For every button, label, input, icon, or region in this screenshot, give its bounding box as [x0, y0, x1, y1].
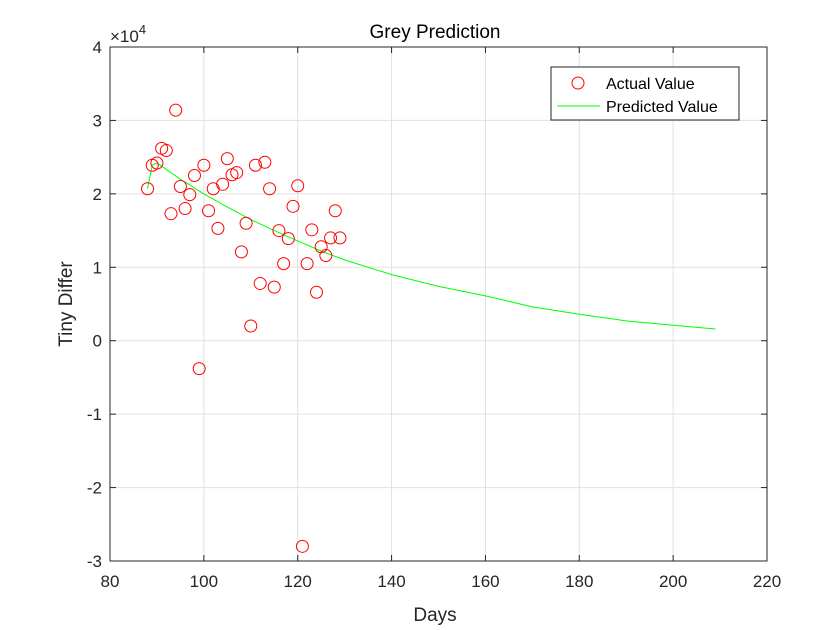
x-tick-label: 100	[190, 572, 218, 591]
actual-value-point	[319, 249, 333, 263]
actual-value-point	[197, 158, 211, 172]
legend-actual-label: Actual Value	[606, 76, 695, 93]
actual-value-point	[178, 202, 192, 216]
actual-value-point	[248, 158, 262, 172]
actual-value-point	[263, 182, 277, 196]
x-tick-label: 200	[659, 572, 687, 591]
actual-value-point	[309, 285, 323, 299]
actual-value-point	[300, 257, 314, 271]
y-tick-label: 2	[93, 185, 102, 204]
actual-value-point	[267, 280, 281, 294]
actual-value-point	[211, 221, 225, 235]
x-tick-label: 220	[753, 572, 781, 591]
actual-value-point	[202, 204, 216, 218]
actual-value-point	[291, 179, 305, 193]
actual-value-point	[169, 103, 183, 117]
actual-value-point	[150, 156, 164, 170]
actual-value-point	[164, 207, 178, 221]
actual-value-point	[220, 152, 234, 166]
actual-value-point	[183, 188, 197, 202]
actual-value-point	[305, 223, 319, 237]
x-tick-label: 180	[565, 572, 593, 591]
y-tick-label: 4	[93, 38, 102, 57]
actual-value-point	[295, 539, 309, 553]
x-tick-label: 80	[101, 572, 120, 591]
y-tick-label: -3	[87, 552, 102, 571]
x-tick-label: 140	[377, 572, 405, 591]
actual-value-point	[173, 180, 187, 194]
actual-value-point	[187, 169, 201, 182]
y-axis-title: Tiny Differ	[56, 261, 77, 347]
actual-value-point	[192, 362, 206, 376]
actual-value-point	[328, 204, 342, 218]
x-tick-label: 160	[471, 572, 499, 591]
actual-value-point	[239, 216, 253, 230]
legend: Actual Value Predicted Value	[550, 66, 740, 121]
axis-ticks: 80 100 120 140 160 180 200 220 -3 -2 -1 0 1 2 3 4	[87, 38, 781, 591]
y-exponent-text: 4	[139, 22, 146, 37]
y-tick-label: 1	[93, 258, 102, 277]
legend-predicted-label: Predicted Value	[606, 99, 718, 116]
y-tick-label: 3	[93, 111, 102, 130]
actual-value-point	[159, 144, 173, 158]
actual-value-point	[258, 155, 272, 169]
actual-value-point	[216, 177, 230, 191]
actual-value-point	[244, 319, 258, 333]
chart-title: Grey Prediction	[370, 22, 501, 43]
actual-value-point	[314, 240, 328, 254]
actual-value-point	[253, 276, 267, 290]
actual-value-point	[141, 182, 155, 196]
actual-value-point	[281, 232, 295, 246]
y-axis-exponent-label: ×104	[110, 22, 146, 46]
actual-value-point	[277, 257, 291, 271]
actual-value-point	[286, 199, 300, 213]
actual-value-point	[333, 231, 347, 245]
actual-series	[141, 103, 347, 553]
x-tick-label: 120	[284, 572, 312, 591]
actual-value-point	[234, 245, 248, 259]
y-multiplier-text: ×10	[110, 27, 139, 46]
legend-actual-marker	[571, 76, 585, 90]
y-tick-label: -2	[87, 479, 102, 498]
actual-value-point	[230, 166, 244, 180]
plot-area-box	[109, 46, 768, 562]
y-tick-label: 0	[93, 332, 102, 351]
y-tick-label: -1	[87, 405, 102, 424]
legend-box	[550, 66, 740, 121]
x-axis-title: Days	[413, 605, 456, 626]
actual-value-point	[324, 231, 338, 245]
actual-value-point	[272, 224, 286, 238]
